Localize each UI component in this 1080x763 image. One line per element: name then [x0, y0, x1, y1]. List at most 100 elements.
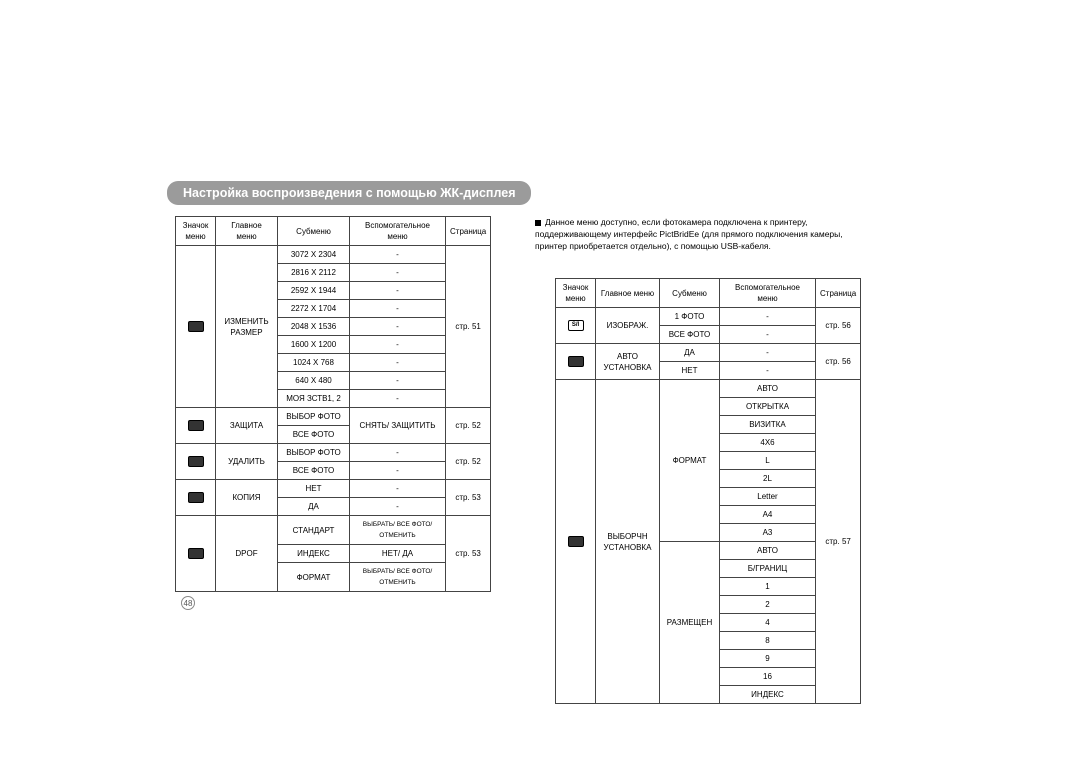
main-image: ИЗОБРАЖ.: [596, 308, 660, 344]
aux-cell: A4: [720, 506, 816, 524]
aux-cell: НЕТ/ ДА: [350, 545, 446, 563]
image-icon: S/I: [568, 320, 584, 331]
title-dot: [155, 190, 161, 196]
title-bar: Настройка воспроизведения с помощью ЖК-д…: [155, 182, 531, 204]
main-resize: ИЗМЕНИТЬ РАЗМЕР: [216, 246, 278, 408]
aux-cell: -: [350, 318, 446, 336]
page-cell: стр. 56: [816, 344, 861, 380]
bullet-icon: [535, 220, 541, 226]
aux-cell: 2: [720, 596, 816, 614]
aux-cell: ВЫБРАТЬ/ ВСЕ ФОТО/ ОТМЕНИТЬ: [350, 563, 446, 592]
col-sub: Субменю: [660, 279, 720, 308]
sub-cell: ВСЕ ФОТО: [278, 462, 350, 480]
aux-cell: -: [350, 480, 446, 498]
aux-cell: ОТКРЫТКА: [720, 398, 816, 416]
sub-cell: НЕТ: [660, 362, 720, 380]
aux-cell: L: [720, 452, 816, 470]
main-delete: УДАЛИТЬ: [216, 444, 278, 480]
sub-cell: 1600 X 1200: [278, 336, 350, 354]
aux-cell: -: [350, 372, 446, 390]
aux-cell: ИНДЕКС: [720, 686, 816, 704]
sub-cell: СТАНДАРТ: [278, 516, 350, 545]
sub-format: ФОРМАТ: [660, 380, 720, 542]
page-cell: стр. 53: [446, 480, 491, 516]
sub-cell: ВСЕ ФОТО: [660, 326, 720, 344]
col-page: Страница: [816, 279, 861, 308]
sub-cell: ИНДЕКС: [278, 545, 350, 563]
col-main: Главное меню: [216, 217, 278, 246]
sub-cell: 2816 X 2112: [278, 264, 350, 282]
right-menu-table: Значок меню Главное меню Субменю Вспомог…: [555, 278, 861, 704]
aux-cell: -: [720, 362, 816, 380]
main-protect: ЗАЩИТА: [216, 408, 278, 444]
page-cell: стр. 53: [446, 516, 491, 592]
table-header-row: Значок меню Главное меню Субменю Вспомог…: [556, 279, 861, 308]
sub-cell: ВЫБОР ФОТО: [278, 408, 350, 426]
aux-cell: ВЫБРАТЬ/ ВСЕ ФОТО/ ОТМЕНИТЬ: [350, 516, 446, 545]
sub-cell: ДА: [660, 344, 720, 362]
aux-cell: 16: [720, 668, 816, 686]
col-sub: Субменю: [278, 217, 350, 246]
sub-cell: ВСЕ ФОТО: [278, 426, 350, 444]
dpof-icon: [188, 548, 204, 559]
aux-cell: АВТО: [720, 380, 816, 398]
aux-cell: -: [350, 336, 446, 354]
page-title: Настройка воспроизведения с помощью ЖК-д…: [167, 181, 531, 205]
aux-cell: 9: [720, 650, 816, 668]
col-main: Главное меню: [596, 279, 660, 308]
delete-icon: [188, 456, 204, 467]
sub-layout: РАЗМЕЩЕН: [660, 542, 720, 704]
sub-cell: НЕТ: [278, 480, 350, 498]
sub-cell: 1 ФОТО: [660, 308, 720, 326]
main-copy: КОПИЯ: [216, 480, 278, 516]
aux-cell: 2L: [720, 470, 816, 488]
main-selectset: ВЫБОРЧН УСТАНОВКА: [596, 380, 660, 704]
aux-cell: СНЯТЬ/ ЗАЩИТИТЬ: [350, 408, 446, 444]
auto-set-icon: [568, 356, 584, 367]
aux-cell: -: [350, 300, 446, 318]
aux-cell: -: [350, 390, 446, 408]
sub-cell: 2272 X 1704: [278, 300, 350, 318]
page-number: 48: [181, 596, 195, 610]
aux-cell: -: [350, 498, 446, 516]
sub-cell: 3072 X 2304: [278, 246, 350, 264]
sub-cell: ФОРМАТ: [278, 563, 350, 592]
sub-cell: 1024 X 768: [278, 354, 350, 372]
aux-cell: АВТО: [720, 542, 816, 560]
sub-cell: 640 X 480: [278, 372, 350, 390]
aux-cell: -: [350, 462, 446, 480]
aux-cell: A3: [720, 524, 816, 542]
protect-icon: [188, 420, 204, 431]
page-cell: стр. 57: [816, 380, 861, 704]
col-icon: Значок меню: [176, 217, 216, 246]
col-page: Страница: [446, 217, 491, 246]
page-cell: стр. 52: [446, 408, 491, 444]
aux-cell: -: [720, 326, 816, 344]
aux-cell: -: [720, 344, 816, 362]
copy-icon: [188, 492, 204, 503]
aux-cell: 1: [720, 578, 816, 596]
main-dpof: DPOF: [216, 516, 278, 592]
sub-cell: ДА: [278, 498, 350, 516]
aux-cell: -: [350, 444, 446, 462]
col-icon: Значок меню: [556, 279, 596, 308]
pictbridge-note: Данное меню доступно, если фотокамера по…: [535, 216, 855, 252]
aux-cell: Letter: [720, 488, 816, 506]
select-set-icon: [568, 536, 584, 547]
aux-cell: Б/ГРАНИЦ: [720, 560, 816, 578]
sub-cell: МОЯ ЗСТВ1, 2: [278, 390, 350, 408]
aux-cell: -: [720, 308, 816, 326]
aux-cell: 8: [720, 632, 816, 650]
aux-cell: -: [350, 246, 446, 264]
left-menu-table: Значок меню Главное меню Субменю Вспомог…: [175, 216, 491, 592]
table-header-row: Значок меню Главное меню Субменю Вспомог…: [176, 217, 491, 246]
aux-cell: -: [350, 282, 446, 300]
aux-cell: -: [350, 264, 446, 282]
aux-cell: -: [350, 354, 446, 372]
col-aux: Вспомогательное меню: [720, 279, 816, 308]
sub-cell: ВЫБОР ФОТО: [278, 444, 350, 462]
sub-cell: 2592 X 1944: [278, 282, 350, 300]
aux-cell: ВИЗИТКА: [720, 416, 816, 434]
col-aux: Вспомогательное меню: [350, 217, 446, 246]
page-cell: стр. 52: [446, 444, 491, 480]
